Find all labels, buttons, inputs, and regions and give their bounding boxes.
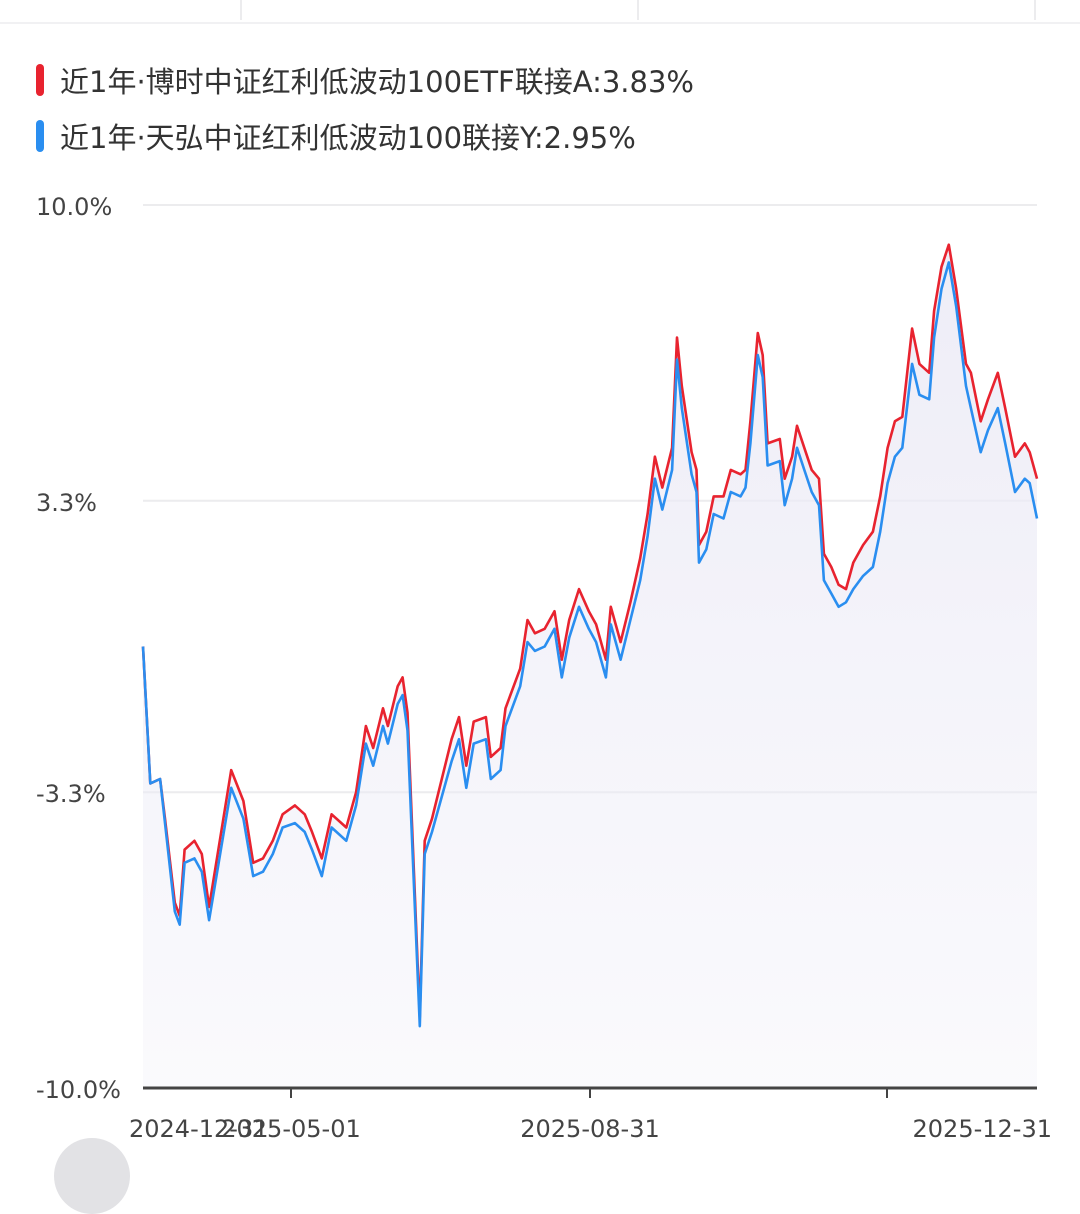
x-tick-label: 2025-12-31 [913, 1115, 1052, 1143]
series-area-fill [143, 244, 1037, 1088]
tab-divider [240, 0, 242, 20]
legend-swatch-red [36, 64, 44, 96]
y-tick-label: -10.0% [36, 1076, 121, 1104]
y-tick-label: -3.3% [36, 780, 106, 808]
x-tick-label: 2024-12-31 [129, 1115, 268, 1143]
legend-label-series-b: 近1年·天弘中证红利低波动100联接Y:2.95% [60, 121, 636, 155]
y-tick-label: 3.3% [36, 489, 97, 517]
line-chart[interactable]: 10.0% 3.3% -3.3% -10.0% 2024-12-312025-05-01… [0, 0, 1080, 1149]
tab-divider [1034, 0, 1036, 20]
series-line-b [141, 261, 1039, 1028]
legend-item-series-a[interactable]: 近1年·博时中证红利低波动100ETF联接A:3.83% [36, 52, 694, 108]
top-tab-strip [0, 0, 1080, 24]
chart-legend: 近1年·博时中证红利低波动100ETF联接A:3.83% 近1年·天弘中证红利低… [36, 52, 694, 164]
legend-label-series-a: 近1年·博时中证红利低波动100ETF联接A:3.83% [60, 65, 694, 99]
avatar[interactable] [54, 1138, 130, 1214]
x-tick-label: 2025-05-01 [221, 1115, 360, 1143]
tab-divider [637, 0, 639, 20]
legend-swatch-blue [36, 120, 44, 152]
series-line-a [141, 243, 1039, 1019]
y-tick-label: 10.0% [36, 193, 112, 221]
x-tick-label: 2025-08-31 [520, 1115, 659, 1143]
legend-item-series-b[interactable]: 近1年·天弘中证红利低波动100联接Y:2.95% [36, 108, 694, 164]
